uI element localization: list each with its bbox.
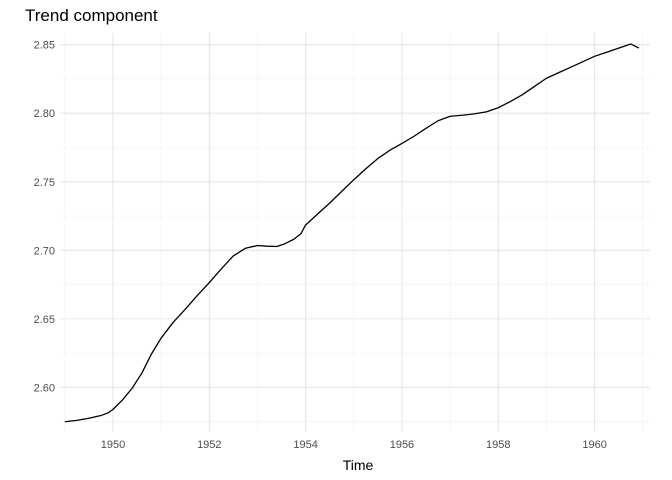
series-layer: [64, 43, 640, 423]
y-tick-label: 2.85: [34, 40, 55, 52]
y-tick-label: 2.80: [34, 108, 55, 120]
x-tick-label: 1956: [390, 439, 414, 451]
major-gridlines: [60, 33, 650, 432]
y-tick-label: 2.65: [34, 314, 55, 326]
x-tick-label: 1950: [101, 439, 125, 451]
x-tick-label: 1960: [582, 439, 606, 451]
y-tick-label: 2.75: [34, 177, 55, 189]
x-axis-title: Time: [343, 457, 374, 473]
x-axis-tick-labels: 1950 1952 1954 1956 1958 1960: [101, 439, 607, 451]
x-tick-label: 1954: [293, 439, 317, 451]
x-tick-label: 1958: [486, 439, 510, 451]
y-tick-label: 2.60: [34, 382, 55, 394]
y-tick-label: 2.70: [34, 245, 55, 257]
minor-gridlines: [60, 33, 650, 432]
x-tick-label: 1952: [197, 439, 221, 451]
y-axis-tick-labels: 2.60 2.65 2.70 2.75 2.80 2.85: [34, 40, 55, 395]
chart-title: Trend component: [25, 6, 158, 25]
trend-series-line: [64, 43, 640, 423]
